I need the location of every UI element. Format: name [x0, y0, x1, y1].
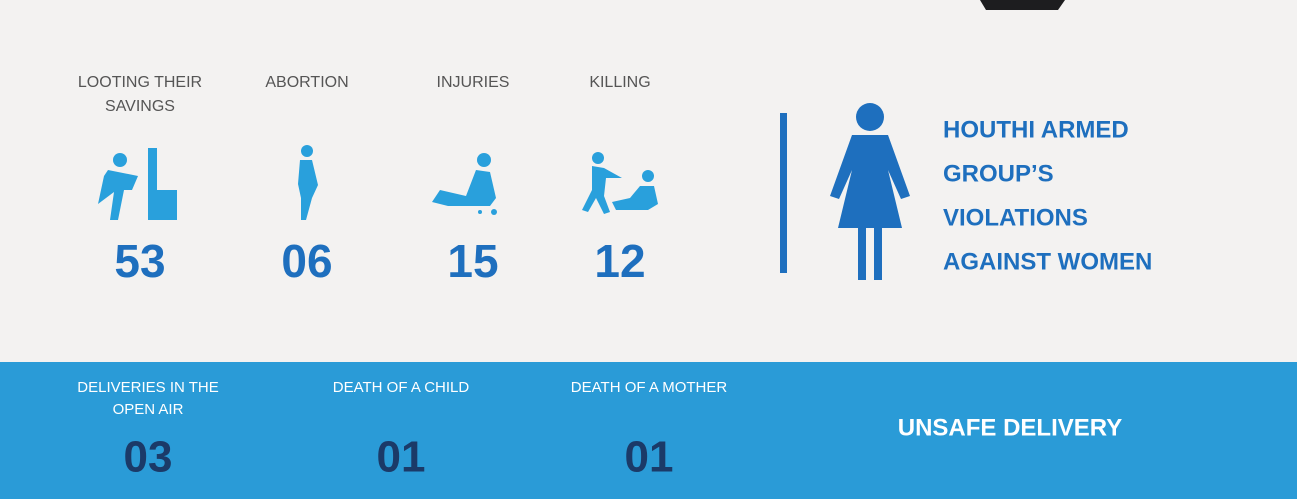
section-title: AGAINST WOMEN — [943, 248, 1152, 275]
infographic: LOOTING THEIR SAVINGS 53 ABORTION 06 INJURIES… — [0, 0, 1297, 499]
section-title: HOUTHI ARMED — [943, 116, 1129, 143]
delivery-label: OPEN AIR — [113, 401, 184, 418]
stat-value: 53 — [114, 235, 165, 287]
stat-label: LOOTING THEIR — [78, 74, 202, 91]
section-title: GROUP’S — [943, 160, 1054, 187]
stat-value: 12 — [594, 235, 645, 287]
photo-edge — [980, 0, 1065, 10]
stat-label: KILLING — [589, 74, 650, 91]
delivery-label: DEATH OF A MOTHER — [571, 379, 728, 396]
delivery-value: 01 — [377, 433, 426, 482]
delivery-title: UNSAFE DELIVERY — [898, 414, 1122, 441]
stat-label: SAVINGS — [105, 98, 175, 115]
delivery-label: DEATH OF A CHILD — [333, 379, 470, 396]
stat-label: INJURIES — [437, 74, 510, 91]
stat-value: 06 — [281, 235, 332, 287]
section-title: VIOLATIONS — [943, 204, 1088, 231]
delivery-value: 03 — [124, 433, 173, 482]
divider — [780, 113, 787, 273]
delivery-value: 01 — [625, 433, 674, 482]
stat-label: ABORTION — [265, 74, 348, 91]
stat-value: 15 — [447, 235, 498, 287]
delivery-label: DELIVERIES IN THE — [77, 379, 218, 396]
